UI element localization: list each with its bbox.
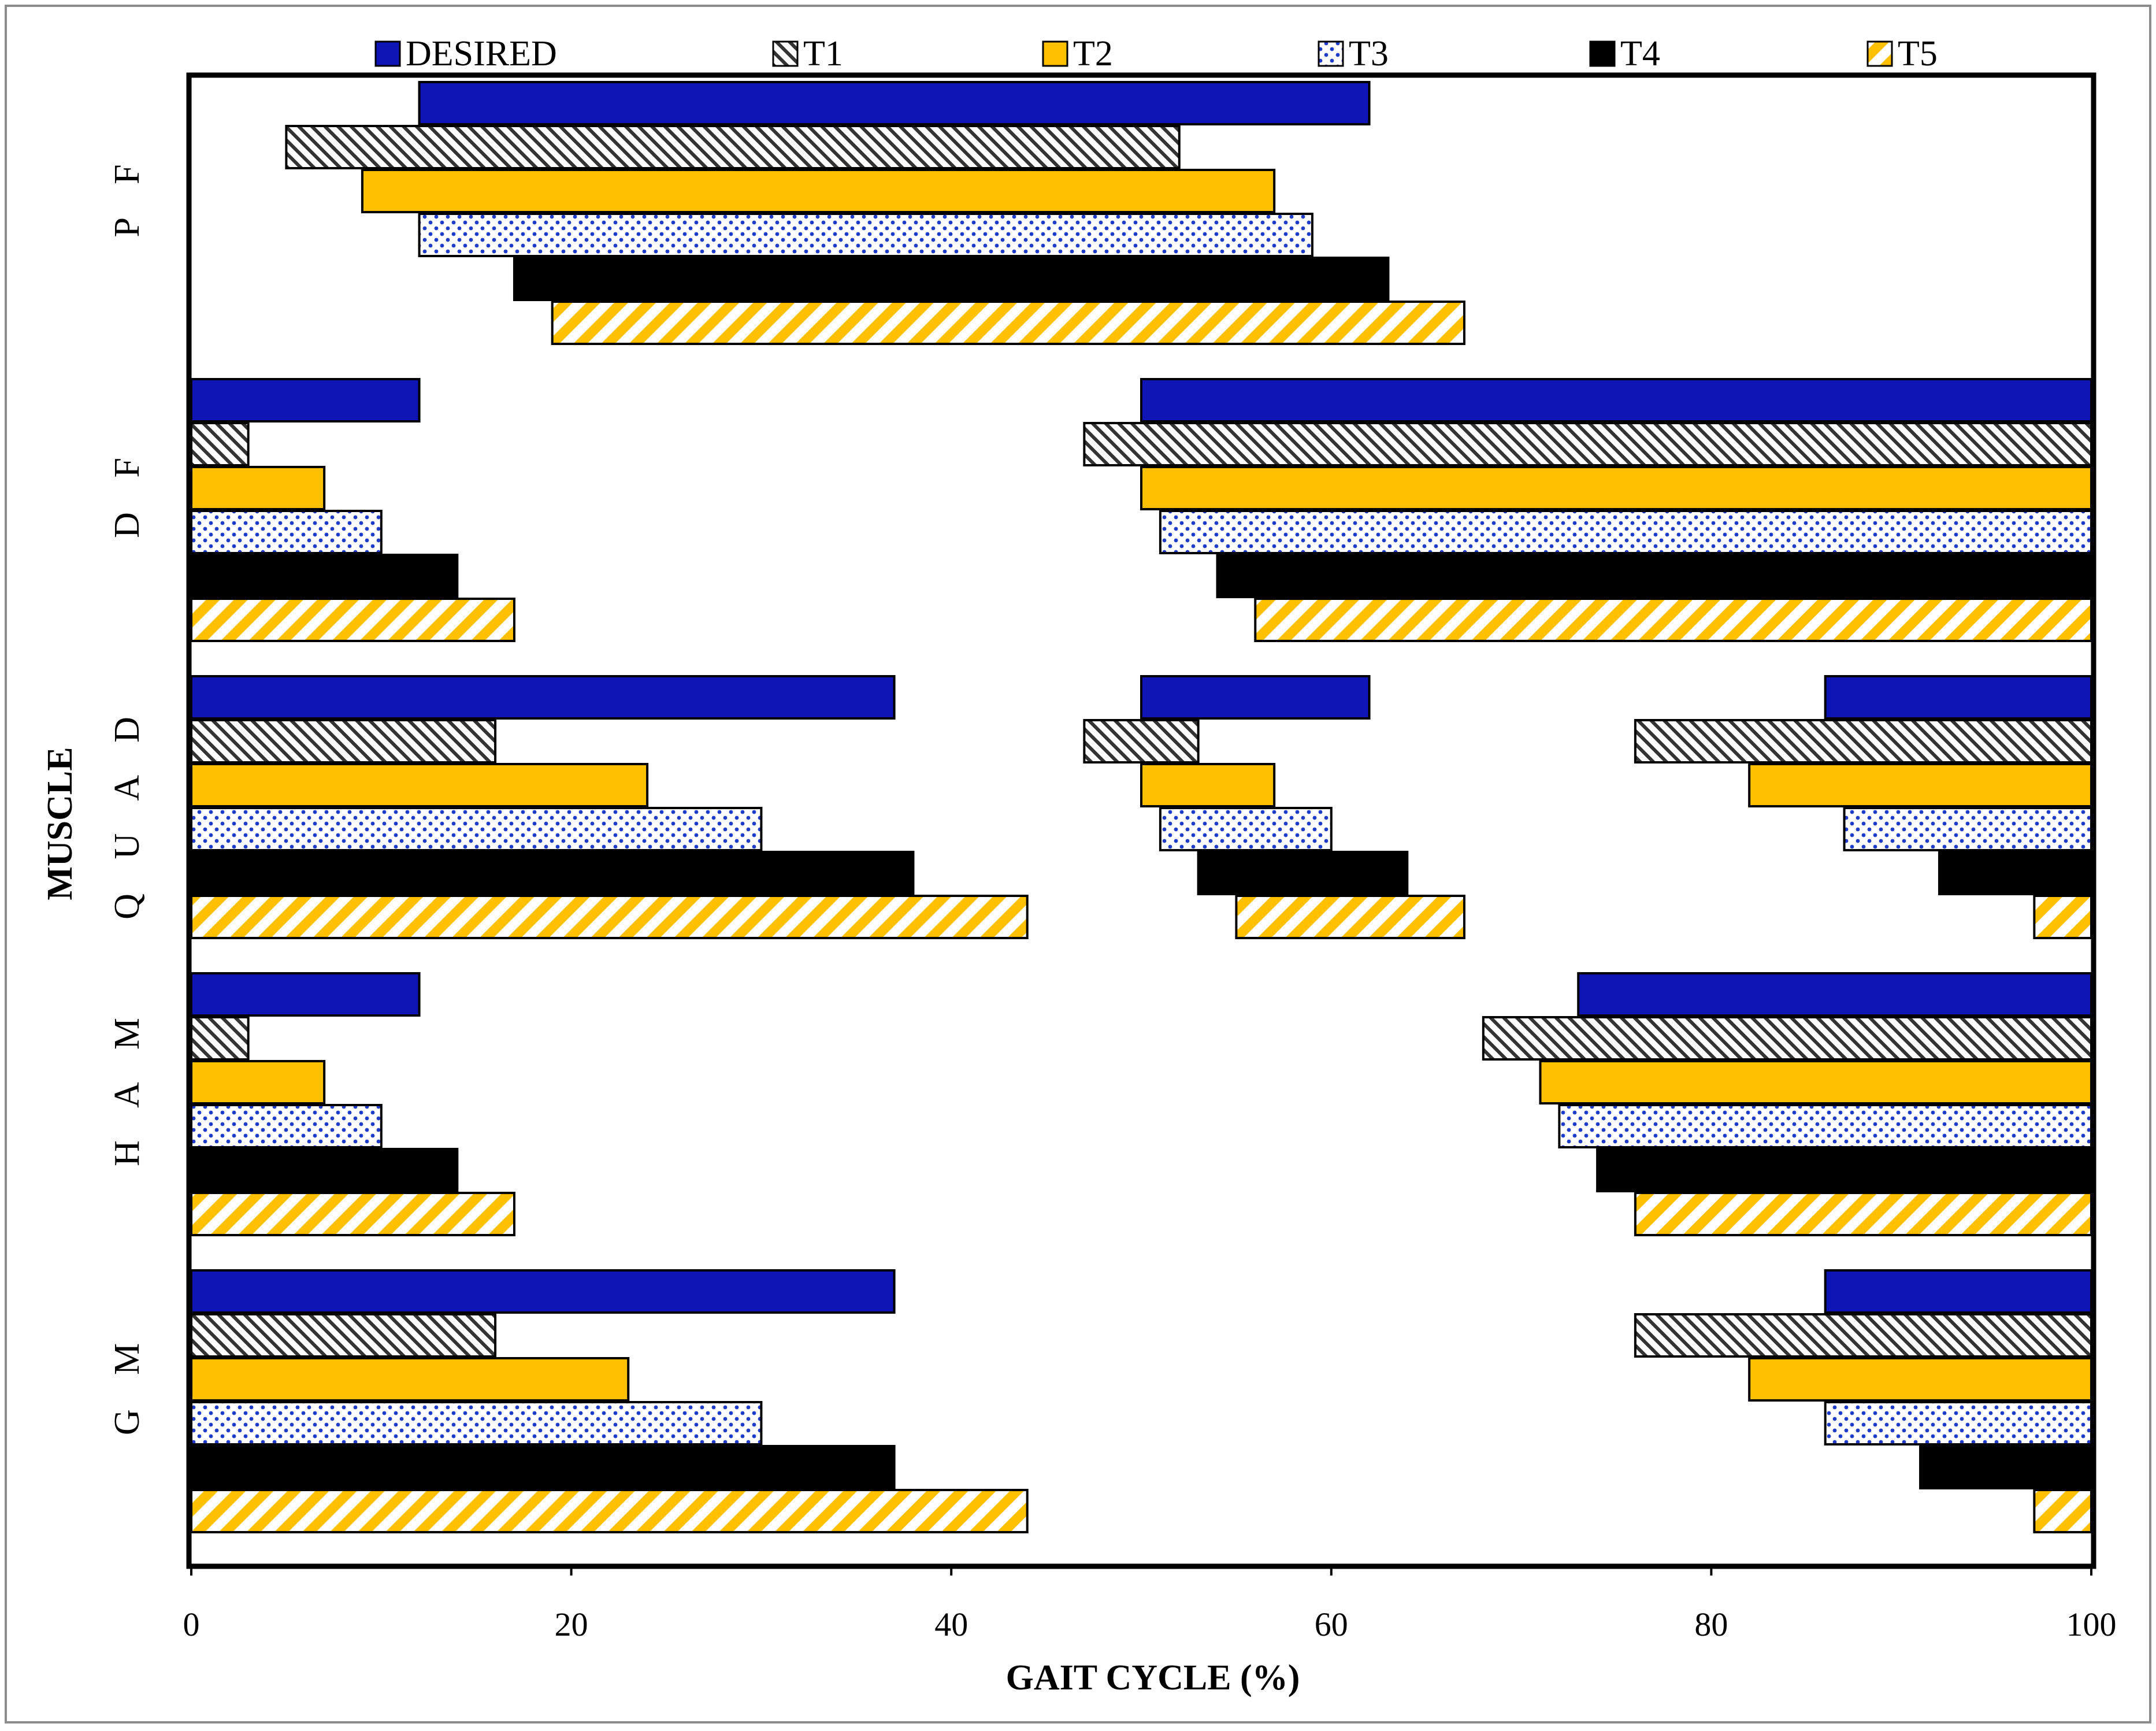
bar-pf-t5-0 <box>551 301 1465 345</box>
legend-label-t5: T5 <box>1898 34 1938 73</box>
category-label-gm: G M <box>107 1330 147 1435</box>
bar-quad-t1-1 <box>1083 719 1200 763</box>
bar-gm-desired-0 <box>190 1269 896 1314</box>
bar-df-t4-0 <box>190 554 459 598</box>
legend: DESIRED T1 T2 T3 T4 T5 <box>374 34 1938 73</box>
bar-quad-desired-0 <box>190 675 896 720</box>
bar-quad-t4-0 <box>190 851 915 895</box>
legend-label-t3: T3 <box>1349 34 1389 73</box>
bar-ham-t2-1 <box>1539 1060 2092 1104</box>
legend-label-t4: T4 <box>1620 34 1660 73</box>
legend-label-t1: T1 <box>803 34 843 73</box>
legend-swatch-t3 <box>1318 40 1344 67</box>
x-tick-label: 40 <box>934 1606 968 1643</box>
bar-gm-desired-1 <box>1824 1269 2092 1314</box>
x-tick-label: 0 <box>183 1606 200 1643</box>
bar-ham-t3-1 <box>1558 1104 2093 1148</box>
category-label-df: D F <box>107 445 147 538</box>
category-label-ham: H A M <box>107 1005 147 1166</box>
bar-df-t1-1 <box>1083 422 2092 466</box>
bar-gm-t2-1 <box>1748 1357 2092 1402</box>
bar-ham-t4-1 <box>1596 1148 2093 1192</box>
bar-ham-t4-0 <box>190 1148 459 1192</box>
bar-ham-t5-1 <box>1634 1192 2092 1236</box>
bar-pf-t1-0 <box>285 125 1181 169</box>
bar-pf-t4-0 <box>513 257 1390 301</box>
bar-df-t1-0 <box>190 422 250 466</box>
bar-quad-t3-0 <box>190 807 763 851</box>
legend-swatch-t4 <box>1589 40 1616 67</box>
bar-df-t3-1 <box>1159 510 2092 554</box>
bar-ham-t2-0 <box>190 1060 326 1104</box>
bar-pf-desired-0 <box>418 81 1371 125</box>
x-axis: 0 20 40 60 80 100 <box>183 1566 2117 1643</box>
bars-layer <box>190 81 2093 1533</box>
bar-quad-t4-1 <box>1197 851 1409 895</box>
bar-ham-t1-1 <box>1482 1016 2093 1061</box>
category-label-pf: P F <box>107 151 147 237</box>
bar-df-t2-1 <box>1140 466 2092 510</box>
x-axis-title: GAIT CYCLE (%) <box>1006 1658 1300 1697</box>
bar-gm-t3-0 <box>190 1401 763 1445</box>
x-tick-label: 80 <box>1694 1606 1728 1643</box>
y-axis-title: MUSCLE <box>40 747 80 900</box>
bar-quad-t2-0 <box>190 763 649 807</box>
bar-df-t5-0 <box>190 598 515 642</box>
bar-quad-t2-1 <box>1140 763 1276 807</box>
bar-ham-t1-0 <box>190 1016 250 1061</box>
bar-gm-t1-0 <box>190 1313 497 1358</box>
bar-df-t2-0 <box>190 466 326 510</box>
bar-df-t3-0 <box>190 510 383 554</box>
bar-gm-t5-1 <box>2033 1489 2093 1533</box>
bar-gm-t1-1 <box>1634 1313 2092 1358</box>
bar-quad-t3-1 <box>1159 807 1333 851</box>
x-tick-label: 20 <box>555 1606 588 1643</box>
x-tick-label: 100 <box>2066 1606 2117 1643</box>
legend-label-t2: T2 <box>1073 34 1113 73</box>
plot-area <box>186 72 2096 1569</box>
bar-quad-t5-1 <box>1235 895 1465 939</box>
bar-quad-desired-2 <box>1824 675 2092 720</box>
bar-ham-desired-0 <box>190 972 421 1017</box>
legend-swatch-t2 <box>1042 40 1068 67</box>
y-axis: P F D F Q U A D H A M G M <box>107 151 147 1435</box>
bar-quad-t1-2 <box>1634 719 2092 763</box>
bar-quad-desired-1 <box>1140 675 1371 720</box>
bar-df-desired-0 <box>190 378 421 422</box>
bar-ham-t5-0 <box>190 1192 515 1236</box>
bar-gm-t2-0 <box>190 1357 630 1402</box>
bar-gm-t4-0 <box>190 1445 896 1489</box>
x-tick-label: 60 <box>1315 1606 1348 1643</box>
bar-quad-t2-2 <box>1748 763 2092 807</box>
bar-quad-t5-0 <box>190 895 1029 939</box>
legend-swatch-t5 <box>1866 40 1893 67</box>
bar-df-t4-1 <box>1216 554 2092 598</box>
bar-gm-t4-1 <box>1919 1445 2093 1489</box>
bar-quad-t4-2 <box>1938 851 2092 895</box>
figure-frame <box>5 5 2151 1723</box>
bar-pf-t2-0 <box>361 169 1276 213</box>
bar-gm-t3-1 <box>1824 1401 2092 1445</box>
legend-swatch-desired <box>374 40 401 67</box>
bar-quad-t3-2 <box>1843 807 2093 851</box>
legend-label-desired: DESIRED <box>406 34 557 73</box>
bar-gm-t5-0 <box>190 1489 1029 1533</box>
bar-pf-t3-0 <box>418 213 1313 257</box>
bar-ham-desired-1 <box>1577 972 2092 1017</box>
category-label-quad: Q U A D <box>107 704 147 920</box>
legend-swatch-t1 <box>772 40 799 67</box>
bar-df-t5-1 <box>1254 598 2092 642</box>
bar-ham-t3-0 <box>190 1104 383 1148</box>
bar-quad-t5-2 <box>2033 895 2093 939</box>
bar-df-desired-1 <box>1140 378 2092 422</box>
bar-quad-t1-0 <box>190 719 497 763</box>
